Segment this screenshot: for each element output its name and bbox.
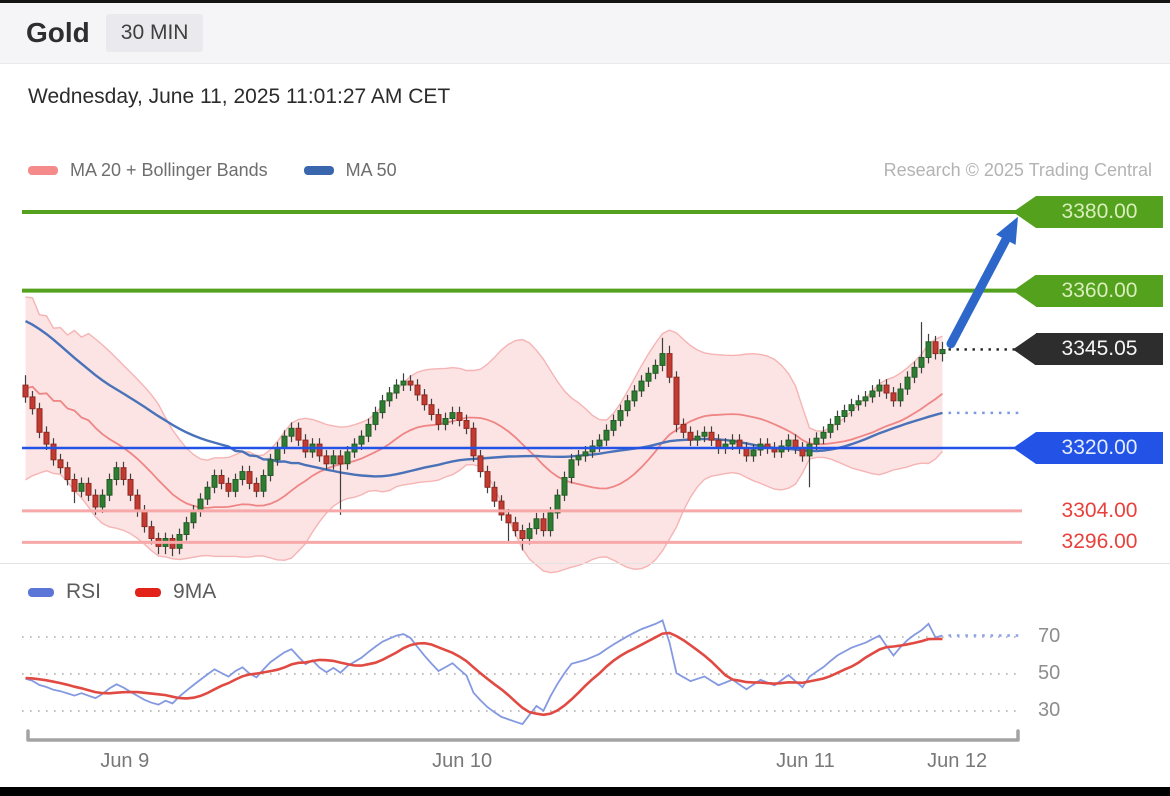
- x-axis-label-jun-12: Jun 12: [927, 750, 988, 772]
- trend-arrow-shaft: [946, 229, 1014, 349]
- header-bar: Gold 30 MIN: [0, 3, 1170, 64]
- page-title: Gold: [26, 17, 90, 48]
- bollinger-band-fill: [25, 296, 943, 573]
- ma20-bollinger-swatch: [28, 166, 58, 175]
- legend-item-rsi: RSI: [28, 580, 101, 604]
- rsi-9ma-line: [25, 631, 943, 717]
- bollinger-upper-edge: [25, 296, 943, 461]
- legend-item-ma20-bollinger: MA 20 + Bollinger Bands: [28, 160, 268, 181]
- price-level-3320.00: 3320.00: [1036, 431, 1163, 464]
- rsi-tick-30: 30: [1038, 699, 1061, 721]
- rsi-line: [25, 619, 943, 726]
- top-border: [0, 0, 1170, 3]
- price-level-3296.00: 3296.00: [1061, 530, 1138, 554]
- price-level-3345.05: 3345.05: [1036, 333, 1163, 366]
- rsi-legend: RSI 9MA: [28, 580, 216, 604]
- nine-ma-swatch: [135, 587, 162, 597]
- price-level-3304.00: 3304.00: [1061, 498, 1138, 522]
- ma20-line: [25, 385, 944, 509]
- x-axis-label-jun-9: Jun 9: [100, 750, 150, 772]
- timeframe-badge[interactable]: 30 MIN: [105, 14, 204, 52]
- ma50-swatch: [303, 166, 334, 175]
- research-credit: Research © 2025 Trading Central: [883, 160, 1152, 180]
- rsi-panel-divider: [0, 563, 1170, 564]
- nine-ma-label: 9MA: [173, 580, 217, 603]
- main-chart-legend: MA 20 + Bollinger Bands MA 50: [28, 160, 397, 181]
- rsi-tick-50: 50: [1038, 662, 1061, 684]
- x-axis-bracket: [26, 729, 1020, 742]
- ma20-bollinger-label: MA 20 + Bollinger Bands: [70, 160, 268, 180]
- legend-item-9ma: 9MA: [135, 580, 216, 604]
- ma50-label: MA 50: [345, 160, 397, 180]
- price-level-3380.00: 3380.00: [1036, 196, 1163, 228]
- bollinger-lower-edge: [25, 450, 944, 574]
- chart-timestamp: Wednesday, June 11, 2025 11:01:27 AM CET: [28, 85, 451, 108]
- bottom-border: [0, 787, 1170, 796]
- rsi-swatch: [28, 587, 54, 597]
- x-axis-label-jun-11: Jun 11: [776, 750, 835, 772]
- trend-arrow-head: [996, 216, 1018, 245]
- price-level-3360.00: 3360.00: [1036, 274, 1163, 307]
- legend-item-ma50: MA 50: [303, 160, 397, 181]
- rsi-tick-70: 70: [1038, 625, 1061, 647]
- rsi-label: RSI: [66, 580, 102, 603]
- x-axis-label-jun-10: Jun 10: [432, 750, 493, 772]
